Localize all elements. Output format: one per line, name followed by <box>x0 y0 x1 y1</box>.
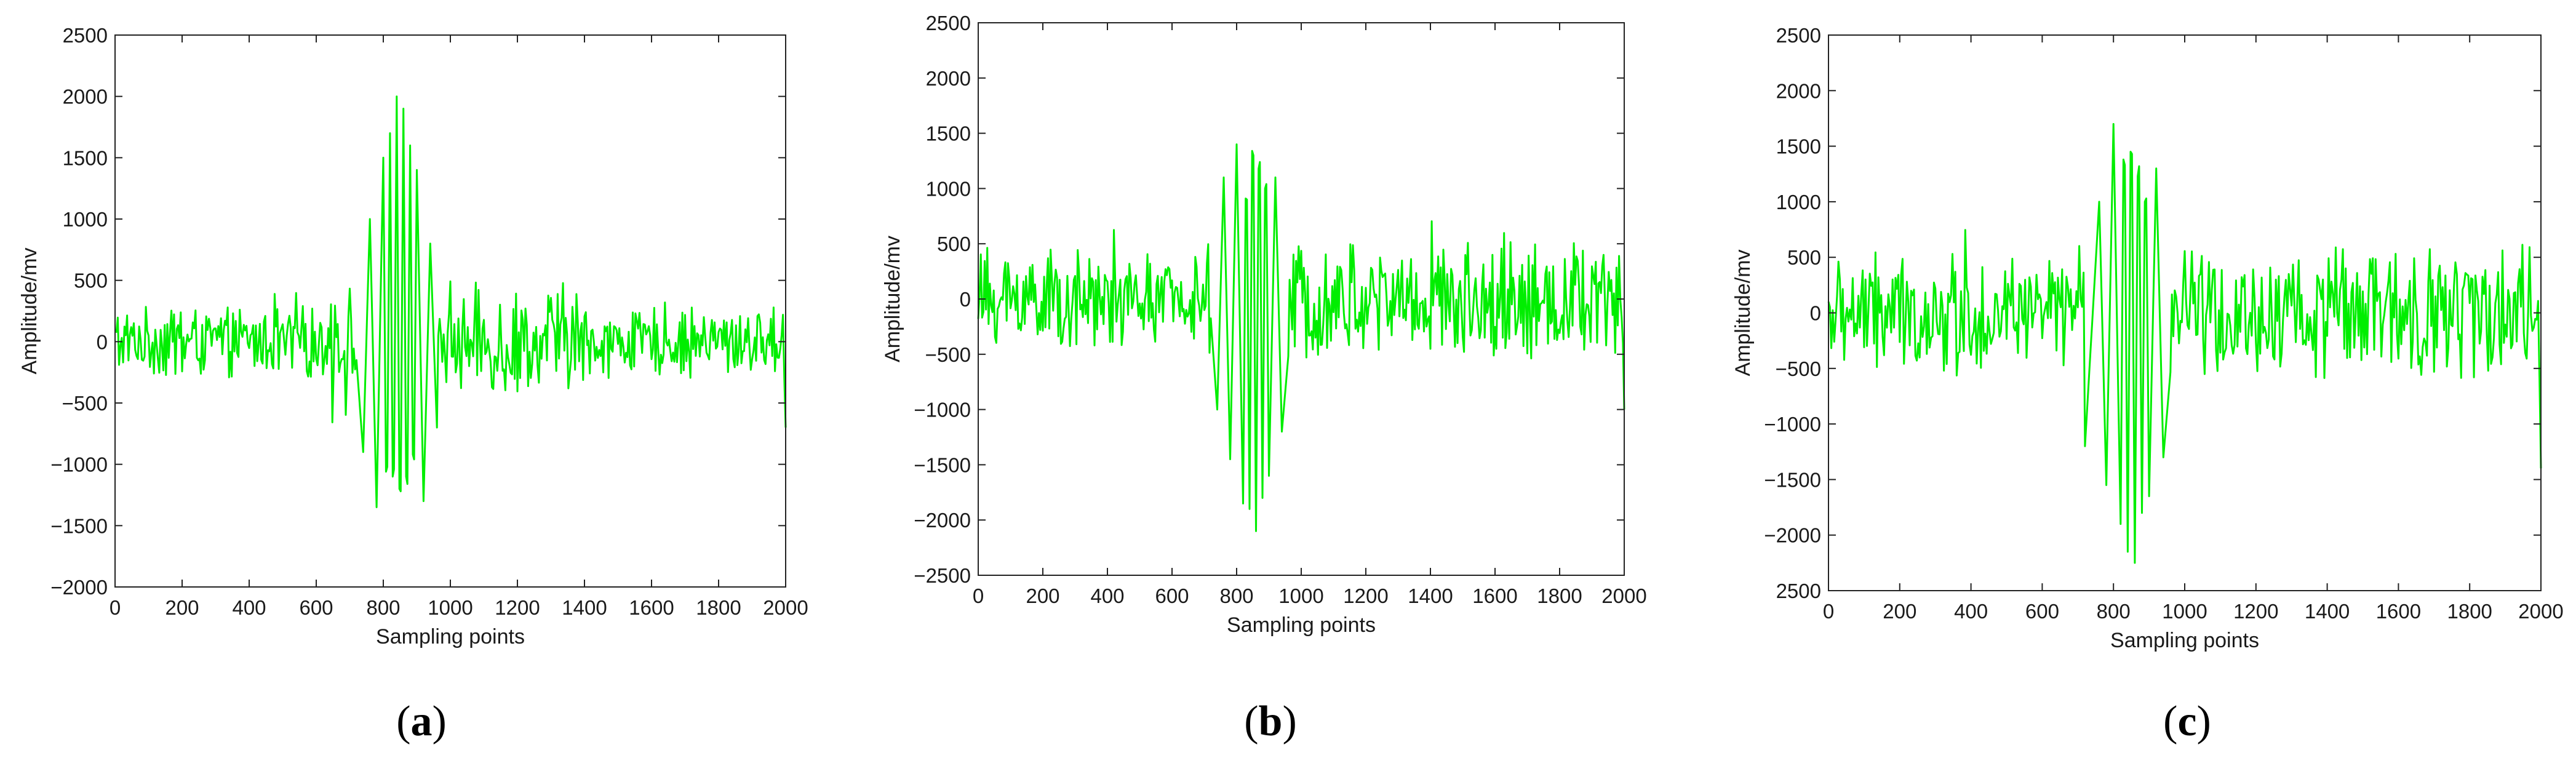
panel-caption: (b) <box>1244 698 1297 745</box>
y-tick-label: −500 <box>62 392 108 415</box>
x-tick-label: 2000 <box>763 596 808 619</box>
x-tick-label: 200 <box>165 596 199 619</box>
y-tick-label: 1500 <box>926 122 971 145</box>
y-tick-label: −1000 <box>1764 413 1821 436</box>
x-tick-label: 0 <box>110 596 121 619</box>
signal-trace <box>114 95 787 508</box>
y-tick-label: 0 <box>960 288 971 311</box>
x-tick-label: 1200 <box>1343 584 1388 607</box>
x-tick-label: 1200 <box>2233 600 2278 623</box>
x-tick-label: 1400 <box>1408 584 1453 607</box>
x-tick-label: 1600 <box>629 596 674 619</box>
chart-panel-a: 0 200 400 600 800 1000 1200 1400 1600 1800 2000 −20… <box>18 24 808 745</box>
y-tick-label: −500 <box>925 343 971 366</box>
signal-trace <box>1827 123 2542 564</box>
x-tick-label: 200 <box>1026 584 1059 607</box>
y-tick-label: 2000 <box>1776 79 1821 102</box>
y-tick-label: −2500 <box>914 564 971 587</box>
x-tick-label: 600 <box>2025 600 2059 623</box>
y-tick-label: 1000 <box>63 208 108 231</box>
y-tick-label: 500 <box>1787 246 1821 269</box>
y-tick-label: 500 <box>937 233 971 255</box>
x-tick-label: 1000 <box>2162 600 2207 623</box>
y-tick-label: 2000 <box>926 67 971 90</box>
x-tick-label: 400 <box>232 596 266 619</box>
x-tick-label: 2000 <box>2518 600 2563 623</box>
y-tick-label: 2000 <box>63 86 108 108</box>
y-axis-label: Amplitude/mv <box>881 236 904 362</box>
y-tick-label: −1000 <box>50 453 108 476</box>
y-axis-label: Amplitude/mv <box>18 248 41 375</box>
x-tick-label: 1800 <box>696 596 741 619</box>
y-tick-label: 1000 <box>1776 191 1821 213</box>
x-axis-label: Sampling points <box>376 625 525 648</box>
y-tick-label: −500 <box>1776 357 1821 380</box>
chart-panel-b: 0 200 400 600 800 1000 1200 1400 1600 1800 2000 −25… <box>881 12 1647 745</box>
y-tick-label: −1500 <box>914 453 971 476</box>
y-tick-label: 1500 <box>63 146 108 169</box>
y-tick-label: 2500 <box>63 24 108 47</box>
chart-panel-c: 0 200 400 600 800 1000 1200 1400 1600 1800 2000 250… <box>1731 24 2564 745</box>
x-tick-label: 1000 <box>1278 584 1323 607</box>
y-tick-label: 1500 <box>1776 135 1821 158</box>
x-tick-label: 800 <box>2097 600 2131 623</box>
y-tick-label: −2000 <box>1764 524 1821 547</box>
y-tick-label: −2000 <box>914 509 971 532</box>
x-axis-label: Sampling points <box>2110 629 2259 652</box>
x-tick-label: 0 <box>1823 600 1834 623</box>
y-tick-label: 1000 <box>926 177 971 200</box>
y-tick-label: −1500 <box>1764 468 1821 491</box>
x-tick-label: 800 <box>1219 584 1253 607</box>
x-tick-label: 200 <box>1883 600 1916 623</box>
x-tick-label: 0 <box>973 584 984 607</box>
panel-caption: (c) <box>2163 698 2211 745</box>
y-tick-label: 0 <box>97 330 108 353</box>
x-tick-label: 1800 <box>1537 584 1582 607</box>
y-tick-label: −2000 <box>50 576 108 599</box>
panel-caption: (a) <box>396 698 447 745</box>
x-tick-label: 1800 <box>2447 600 2492 623</box>
y-tick-label: −1500 <box>50 514 108 537</box>
y-tick-label: −1000 <box>914 399 971 421</box>
x-tick-label: 1600 <box>2376 600 2421 623</box>
x-tick-label: 2000 <box>1601 584 1646 607</box>
x-tick-label: 1000 <box>428 596 473 619</box>
x-tick-label: 400 <box>1090 584 1124 607</box>
x-tick-label: 1600 <box>1472 584 1517 607</box>
x-tick-label: 400 <box>1954 600 1988 623</box>
x-tick-label: 1400 <box>562 596 607 619</box>
signal-trace <box>977 143 1625 532</box>
x-tick-label: 600 <box>1155 584 1189 607</box>
y-tick-label: 2500 <box>1776 580 1821 602</box>
x-tick-label: 800 <box>366 596 400 619</box>
y-tick-label: 0 <box>1810 302 1821 325</box>
x-tick-label: 1400 <box>2305 600 2350 623</box>
y-axis-label: Amplitude/mv <box>1731 250 1755 377</box>
y-tick-label: 2500 <box>926 12 971 34</box>
x-tick-label: 600 <box>299 596 333 619</box>
x-tick-label: 1200 <box>495 596 540 619</box>
y-tick-label: 2500 <box>1776 24 1821 47</box>
y-tick-label: 500 <box>74 269 108 292</box>
x-axis-label: Sampling points <box>1227 613 1376 637</box>
